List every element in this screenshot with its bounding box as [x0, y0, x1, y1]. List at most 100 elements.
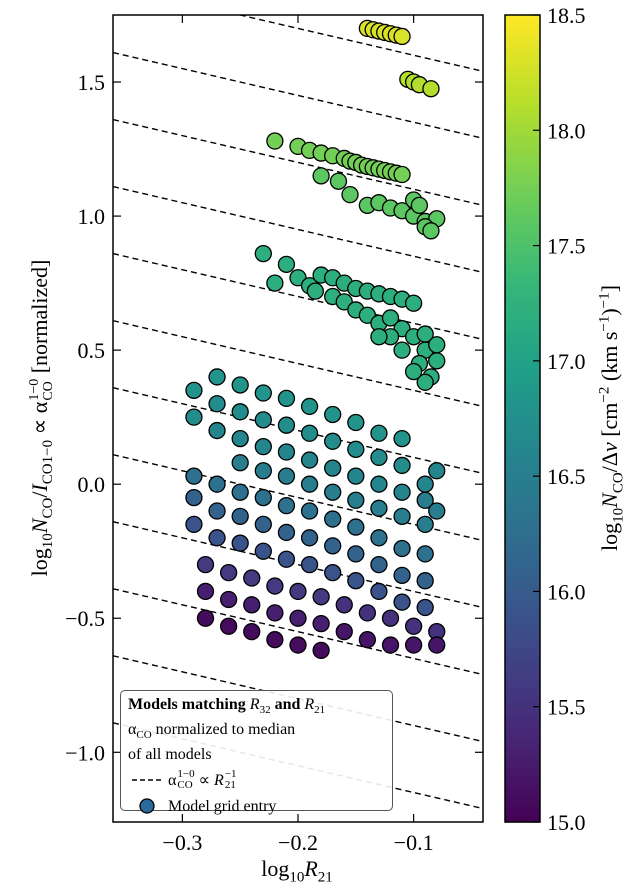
point [219, 564, 238, 582]
point [347, 413, 365, 432]
point [329, 172, 348, 190]
point [404, 636, 423, 654]
colorbar-slice [505, 149, 540, 157]
point [422, 80, 440, 98]
colorbar-slice [505, 196, 540, 204]
text: /Δ [596, 452, 622, 473]
colorbar-slice [505, 519, 540, 527]
text: ∝ [194, 771, 215, 789]
colorbar-slice [505, 62, 540, 70]
point [393, 593, 411, 611]
point [416, 325, 434, 343]
colorbar-tick-label: 17.0 [547, 349, 586, 374]
colorbar-slice [505, 102, 540, 110]
point [312, 614, 330, 633]
text: log [596, 522, 622, 551]
colorbar-slice [505, 230, 540, 238]
point [381, 309, 400, 327]
colorbar-slice [505, 788, 540, 796]
text: −1 [224, 768, 237, 781]
point [185, 381, 203, 399]
point [381, 609, 400, 627]
point [324, 459, 342, 477]
text: R [214, 771, 224, 789]
colorbar-slice [505, 579, 540, 588]
colorbar-slice [505, 674, 540, 682]
colorbar-slice [505, 290, 540, 299]
point [277, 523, 296, 542]
colorbar-slice [505, 250, 540, 258]
colorbar-slice [505, 761, 540, 769]
colorbar-slice [505, 344, 540, 352]
point [277, 467, 296, 485]
colorbar-slice [505, 183, 540, 191]
colorbar-slice [505, 411, 540, 420]
colorbar-slice [505, 613, 540, 621]
reference-line [113, 386, 483, 475]
colorbar-label: log10NCO/Δv [cm−2 (km s−1)−1] [597, 285, 628, 551]
colorbar-slice [505, 593, 540, 601]
x-axis-label: log10R21 [261, 856, 333, 886]
colorbar-slice [505, 741, 540, 749]
colorbar-slice [505, 82, 540, 90]
point [358, 604, 377, 622]
colorbar-slice [505, 21, 540, 30]
x-tick-label: −0.1 [394, 830, 434, 855]
colorbar-slice [505, 532, 540, 541]
point [324, 483, 342, 501]
point [393, 456, 411, 475]
colorbar-slice [505, 357, 540, 366]
point [231, 429, 249, 448]
point [370, 555, 388, 574]
text: −2 [596, 386, 613, 403]
reference-line [113, 521, 483, 609]
colorbar-slice [505, 425, 540, 433]
colorbar-slice [505, 210, 540, 218]
colorbar-slice [505, 378, 540, 386]
colorbar-slice [505, 162, 540, 171]
point [243, 596, 261, 614]
point [358, 631, 377, 649]
colorbar-slice [505, 452, 540, 460]
point [416, 572, 434, 590]
colorbar-slice [505, 653, 540, 662]
points [185, 19, 446, 660]
text: 1−0 [26, 378, 42, 401]
point [416, 491, 434, 509]
colorbar-slice [505, 754, 540, 763]
point [277, 389, 296, 408]
point [208, 475, 226, 493]
text: ] [596, 285, 622, 293]
colorbar-slice [505, 781, 540, 789]
colorbar-slice [505, 734, 540, 742]
colorbar-slice [505, 559, 540, 568]
point [404, 362, 423, 381]
colorbar-slice [505, 640, 540, 648]
point [254, 515, 272, 534]
point [300, 451, 319, 469]
reference-line [113, 319, 483, 408]
point [416, 545, 434, 563]
colorbar-slice [505, 546, 540, 554]
point [254, 438, 272, 456]
text: I [26, 484, 52, 492]
point [300, 502, 319, 520]
point [347, 572, 365, 590]
colorbar-slice [505, 297, 540, 305]
y-tick-label: −1.0 [65, 740, 105, 765]
legend-entry: Model grid entry [128, 793, 385, 819]
point [324, 432, 342, 450]
reference-lines [113, 15, 483, 810]
colorbar-slice [505, 15, 540, 23]
colorbar-slice [505, 75, 540, 83]
colorbar-slice [505, 539, 540, 547]
colorbar-slice [505, 438, 540, 446]
text: CO [610, 472, 627, 494]
point [300, 397, 319, 416]
colorbar-tick-label: 16.0 [547, 579, 586, 604]
point [208, 421, 226, 440]
point [231, 454, 249, 472]
point [208, 368, 226, 386]
legend-entry: α 1−0 CO ∝ R −1 21 [128, 767, 385, 793]
colorbar-slice [505, 129, 540, 137]
